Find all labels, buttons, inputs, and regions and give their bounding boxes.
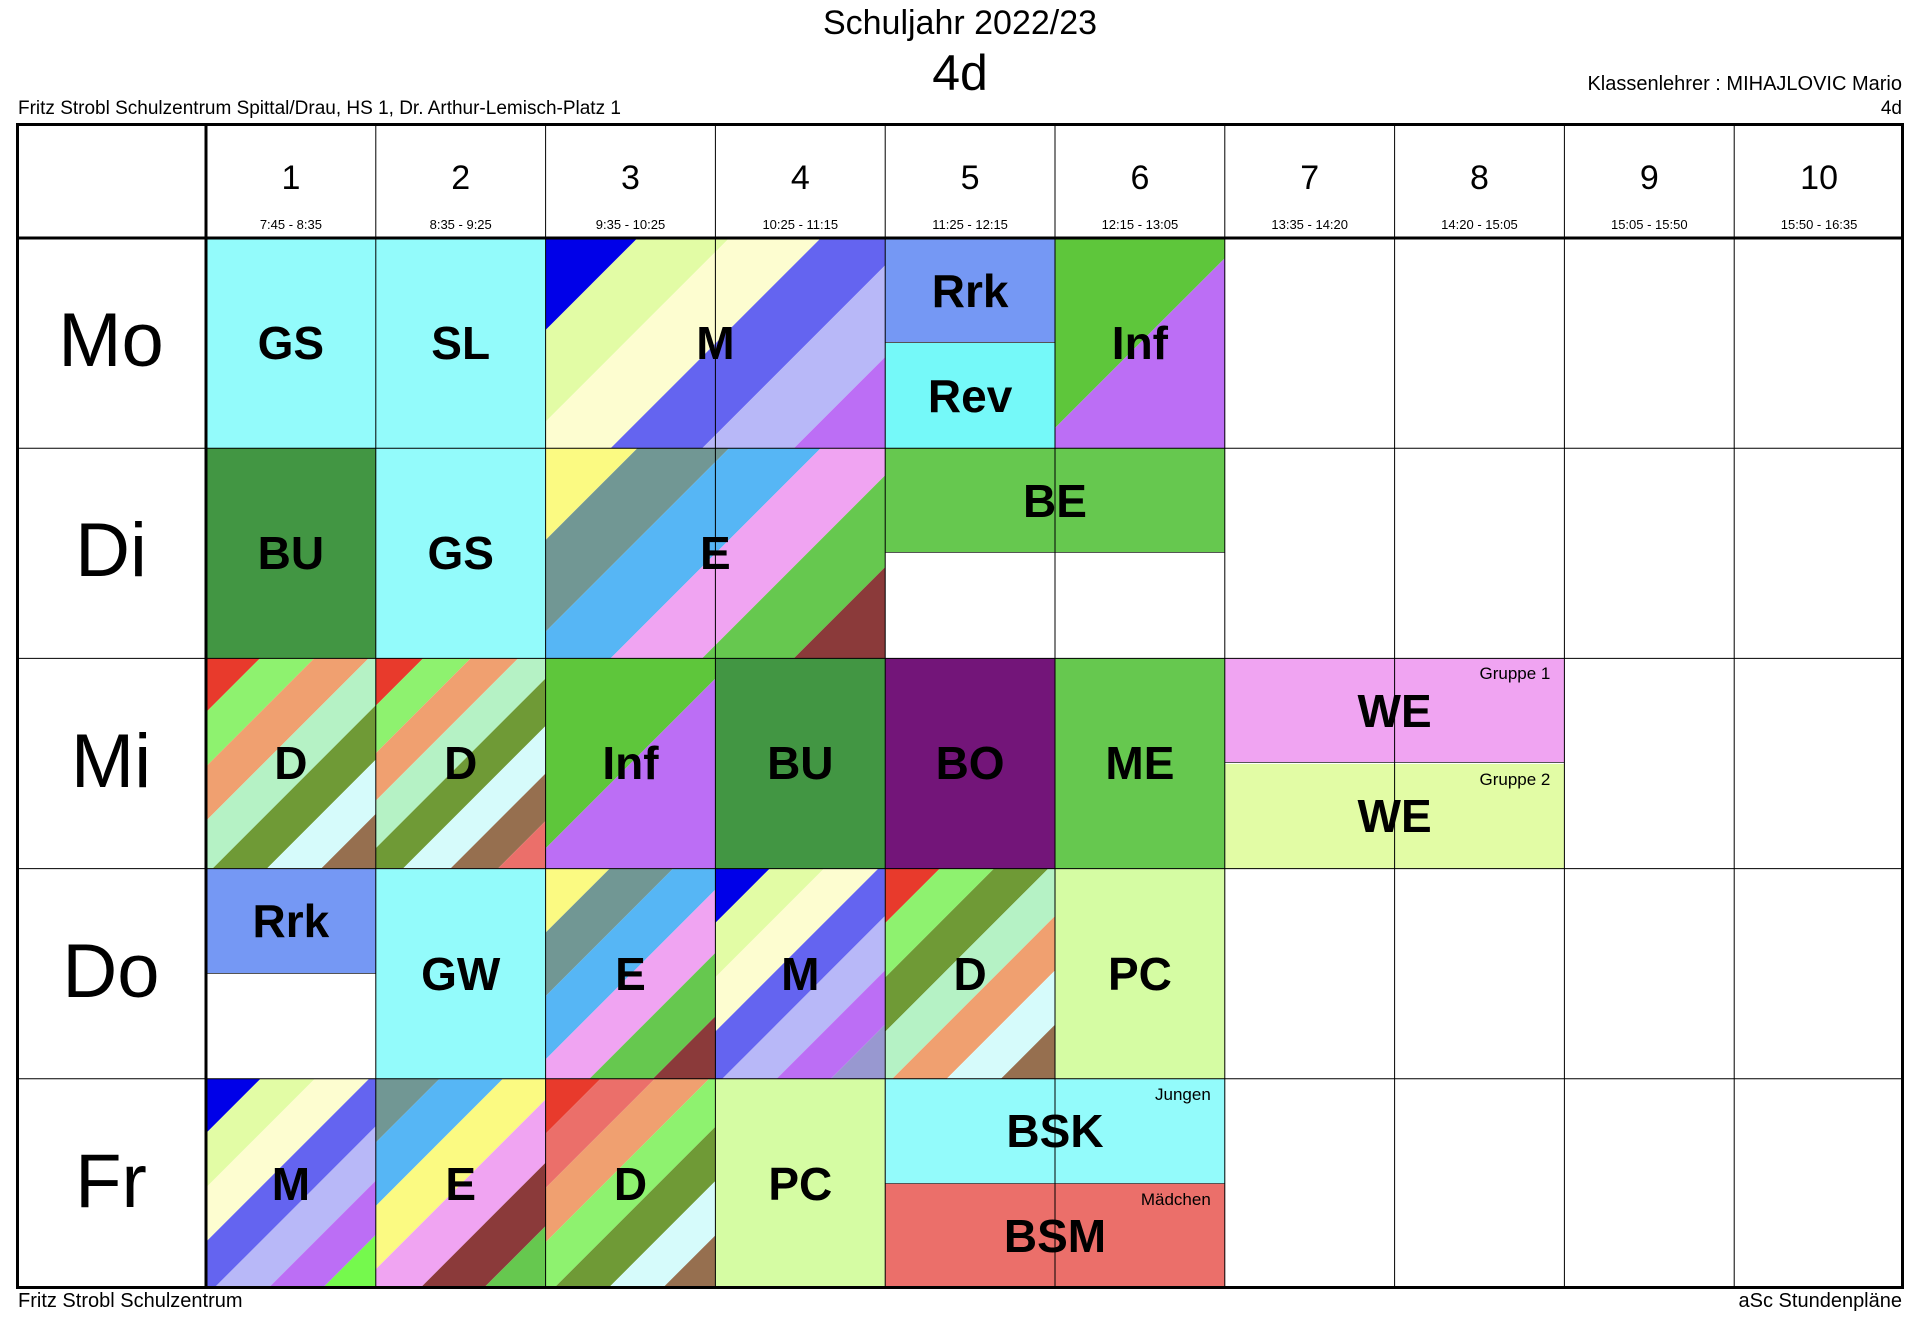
- lesson-subject: ME: [1105, 737, 1175, 790]
- lesson-subject: M: [271, 1157, 311, 1210]
- lesson-subject: PC: [768, 1157, 833, 1210]
- lesson-subject: BU: [767, 737, 834, 790]
- period-time: 11:25 - 12:15: [932, 217, 1008, 232]
- day-label: Di: [75, 508, 147, 594]
- lesson-subject: Inf: [602, 737, 659, 790]
- timetable-grid: GS SL M Rrk Rev Inf BU GS E BE D D Inf BU BO ME WE Gruppe…: [16, 123, 1904, 1289]
- lesson-subject: BE: [1023, 474, 1087, 527]
- lesson-cell[interactable]: D: [885, 868, 1055, 1079]
- lesson-cell[interactable]: E: [375, 1078, 546, 1289]
- period-time: 15:05 - 15:50: [1610, 217, 1688, 232]
- lesson-cell[interactable]: PC: [1055, 868, 1225, 1079]
- lesson-subject: D: [274, 737, 308, 790]
- lesson-subject: GS: [427, 527, 494, 580]
- period-number: 8: [1470, 159, 1489, 197]
- lesson-cell[interactable]: Inf: [545, 658, 716, 869]
- lesson-cell[interactable]: BU: [715, 658, 886, 869]
- lesson-cell[interactable]: PC: [715, 1078, 886, 1289]
- day-label: Do: [62, 928, 160, 1014]
- period-number: 4: [790, 159, 810, 197]
- lesson-cell[interactable]: BSM Mädchen: [885, 1183, 1225, 1289]
- lesson-cell[interactable]: ME: [1055, 658, 1225, 869]
- lesson-cell[interactable]: BSK Jungen: [885, 1078, 1225, 1184]
- lesson-subject: E: [700, 527, 731, 580]
- period-number: 9: [1639, 159, 1659, 197]
- lesson-subject: BO: [935, 737, 1005, 790]
- footer-software: aSc Stundenpläne: [1738, 1290, 1902, 1312]
- lesson-subject: WE: [1357, 790, 1432, 843]
- day-label: Mi: [70, 718, 152, 804]
- lesson-cell[interactable]: BE: [885, 448, 1225, 554]
- lesson-subject: Inf: [1111, 317, 1168, 370]
- lesson-cell[interactable]: D: [206, 658, 376, 869]
- lesson-subject: E: [445, 1157, 477, 1210]
- class-label-right: 4d: [1880, 98, 1902, 119]
- day-label: Mo: [58, 298, 164, 384]
- lesson-cell[interactable]: GS: [206, 238, 376, 449]
- period-time: 15:50 - 16:35: [1780, 217, 1858, 232]
- lesson-group: Gruppe 1: [1479, 664, 1551, 684]
- lesson-cell[interactable]: M: [715, 868, 886, 1079]
- period-time: 8:35 - 9:25: [429, 217, 492, 232]
- lesson-cell[interactable]: D: [375, 658, 546, 869]
- period-number: 6: [1130, 159, 1150, 197]
- lesson-cell[interactable]: SL: [375, 238, 546, 449]
- lesson-subject: Rrk: [252, 895, 330, 948]
- period-time: 12:15 - 13:05: [1101, 217, 1179, 232]
- timetable-title: Schuljahr 2022/23: [822, 4, 1098, 42]
- lesson-subject: BSK: [1006, 1105, 1104, 1158]
- lesson-cell[interactable]: WE Gruppe 1: [1224, 658, 1565, 764]
- lesson-subject: Rev: [927, 369, 1013, 422]
- lesson-subject: D: [444, 737, 478, 790]
- lesson-cell[interactable]: M: [206, 1078, 376, 1289]
- lesson-cell[interactable]: BU: [206, 448, 376, 659]
- period-number: 1: [281, 159, 301, 197]
- period-time: 14:20 - 15:05: [1441, 217, 1518, 232]
- lesson-subject: E: [615, 947, 646, 1000]
- class-heading: 4d: [932, 45, 988, 101]
- lesson-cell[interactable]: WE Gruppe 2: [1224, 763, 1565, 869]
- period-time: 9:35 - 10:25: [595, 217, 666, 232]
- lesson-cell[interactable]: M: [545, 238, 886, 449]
- period-number: 3: [621, 159, 640, 197]
- lesson-cell[interactable]: Rrk: [885, 238, 1055, 344]
- period-time: 13:35 - 14:20: [1271, 217, 1348, 232]
- lesson-subject: M: [781, 947, 820, 1000]
- lesson-subject: Rrk: [931, 264, 1009, 317]
- lesson-subject: PC: [1107, 947, 1172, 1000]
- lesson-subject: D: [613, 1157, 648, 1210]
- lesson-subject: SL: [431, 317, 491, 370]
- lesson-subject: GW: [421, 947, 501, 1000]
- school-address: Fritz Strobl Schulzentrum Spittal/Drau, …: [18, 98, 621, 119]
- lesson-cell[interactable]: GS: [375, 448, 546, 659]
- class-teacher: Klassenlehrer : MIHAJLOVIC Mario: [1587, 73, 1902, 95]
- period-number: 2: [451, 159, 471, 197]
- lesson-subject: BSM: [1003, 1210, 1107, 1263]
- period-number: 5: [960, 159, 980, 197]
- lesson-cell[interactable]: E: [545, 868, 716, 1079]
- lesson-cell[interactable]: Rev: [885, 343, 1055, 449]
- lesson-subject: M: [696, 317, 735, 370]
- lesson-cell[interactable]: D: [545, 1078, 716, 1289]
- lesson-cell[interactable]: Inf: [1055, 238, 1225, 449]
- lesson-subject: BU: [257, 527, 325, 580]
- lesson-cell[interactable]: E: [545, 448, 886, 659]
- lesson-cell[interactable]: GW: [375, 868, 546, 1079]
- lesson-cell[interactable]: Rrk: [206, 868, 376, 974]
- day-label: Fr: [75, 1138, 147, 1224]
- period-number: 7: [1300, 159, 1320, 197]
- period-number: 10: [1800, 159, 1838, 197]
- lesson-group: Mädchen: [1140, 1189, 1211, 1209]
- lesson-subject: D: [953, 947, 987, 1000]
- lesson-group: Jungen: [1155, 1084, 1211, 1104]
- lesson-subject: WE: [1357, 684, 1432, 737]
- lesson-subject: GS: [257, 317, 325, 370]
- period-time: 10:25 - 11:15: [762, 217, 839, 232]
- footer-school: Fritz Strobl Schulzentrum: [18, 1290, 243, 1312]
- lesson-group: Gruppe 2: [1479, 769, 1551, 789]
- lesson-cell[interactable]: BO: [885, 658, 1055, 869]
- period-time: 7:45 - 8:35: [259, 217, 322, 232]
